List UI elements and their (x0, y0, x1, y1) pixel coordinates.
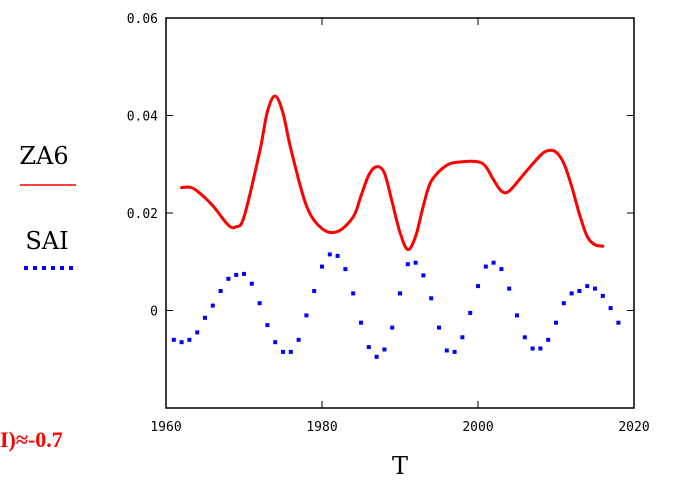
legend-dot (69, 266, 73, 270)
data-point-sai (390, 325, 395, 330)
data-point-sai (585, 284, 590, 289)
data-point-sai (374, 354, 379, 359)
data-point-sai (398, 291, 402, 296)
data-point-sai (468, 310, 473, 315)
legend-swatch-sai (24, 266, 73, 270)
data-point-sai (343, 267, 348, 272)
x-tick-label: 2020 (618, 420, 649, 435)
data-point-sai (569, 291, 574, 296)
data-point-sai (359, 320, 363, 325)
data-point-sai (616, 320, 621, 325)
x-tick-label: 2000 (462, 420, 493, 435)
data-point-sai (218, 289, 223, 293)
legend-dot (33, 266, 37, 270)
data-point-sai (554, 320, 558, 325)
x-axis: 1960 1980 2000 2020 (150, 18, 650, 435)
legend-dot (42, 266, 46, 270)
data-point-sai (476, 284, 480, 289)
data-point-sai (608, 306, 613, 311)
data-point-sai (600, 293, 605, 298)
data-point-sai (507, 286, 512, 291)
data-point-sai (491, 260, 496, 265)
data-point-sai (179, 340, 184, 345)
data-point-sai (281, 349, 285, 354)
data-point-sai (483, 264, 488, 269)
data-point-sai (296, 337, 301, 342)
series-sai (171, 252, 621, 359)
data-point-sai (382, 347, 387, 352)
y-tick-label: 0 (150, 305, 158, 320)
y-tick-label: 0.04 (127, 110, 158, 125)
data-point-sai (515, 313, 519, 318)
legend-dot (24, 266, 28, 270)
data-point-sai (405, 262, 410, 267)
data-point-sai (335, 253, 340, 258)
data-point-sai (234, 272, 239, 277)
data-point-sai (460, 335, 465, 340)
data-point-sai (210, 303, 215, 308)
legend: ZA6 SAI (19, 142, 76, 270)
data-point-sai (203, 315, 207, 320)
data-point-sai (530, 346, 535, 351)
data-point-sai (265, 323, 270, 328)
series-line-za6 (180, 94, 605, 252)
data-point-sai (187, 337, 192, 342)
legend-dot (60, 266, 64, 270)
data-point-sai (452, 349, 457, 354)
legend-label-sai: SAI (25, 227, 68, 255)
data-point-sai (327, 252, 332, 257)
data-point-sai (312, 289, 317, 293)
data-point-sai (546, 337, 551, 342)
data-point-sai (522, 335, 527, 340)
data-point-sai (195, 330, 200, 335)
data-point-sai (577, 289, 582, 293)
data-point-sai (320, 264, 324, 269)
data-point-sai (538, 346, 543, 351)
data-point-sai (437, 325, 441, 330)
data-point-sai (429, 296, 434, 301)
data-point-sai (444, 348, 449, 353)
data-point-sai (421, 273, 426, 278)
y-tick-label: 0.06 (127, 12, 158, 27)
x-tick-label: 1960 (150, 420, 181, 435)
data-point-sai (351, 291, 356, 296)
x-tick-label: 1980 (306, 420, 337, 435)
y-tick-label: 0.02 (127, 207, 158, 222)
series-layer (171, 94, 621, 359)
x-axis-title: T (392, 452, 408, 480)
data-point-sai (257, 301, 262, 306)
data-point-sai (561, 301, 566, 306)
data-point-sai (171, 337, 176, 342)
legend-dot (51, 266, 55, 270)
data-point-sai (499, 267, 504, 272)
data-point-sai (366, 345, 371, 350)
data-point-sai (593, 286, 597, 291)
data-point-sai (226, 276, 231, 281)
data-point-sai (413, 260, 418, 265)
y-axis: 0 0.02 0.04 0.06 (127, 12, 634, 320)
data-point-sai (304, 313, 309, 318)
data-point-sai (288, 349, 293, 354)
data-point-sai (273, 340, 278, 345)
data-point-sai (242, 271, 246, 276)
plot-frame (165, 17, 635, 409)
legend-label-za6: ZA6 (19, 142, 68, 170)
correlation-annotation: I)≈-0.7 (0, 427, 63, 452)
data-point-sai (249, 281, 254, 286)
